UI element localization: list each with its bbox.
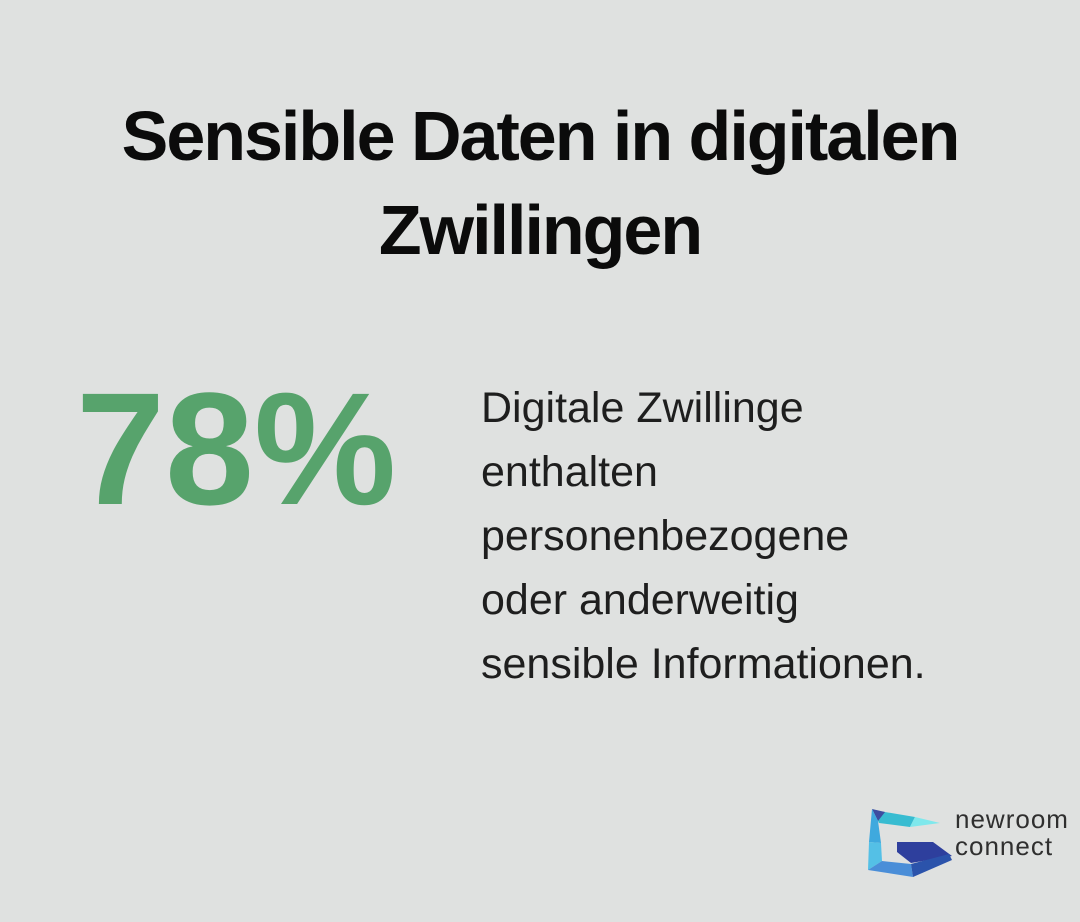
- newroom-connect-logo-icon: [868, 809, 952, 877]
- page-title-line-2: Zwillingen: [378, 191, 703, 269]
- brand-logo: newroom connect: [860, 798, 1068, 898]
- brand-name-line-1: newroom: [955, 804, 1069, 834]
- stat-description-line: Digitale Zwillinge: [481, 384, 804, 432]
- stat-description-line: sensible Informationen.: [481, 640, 926, 688]
- stat-description: Digitale Zwillinge enthalten personenbez…: [481, 376, 1021, 696]
- stat-description-line: personenbezogene: [481, 512, 850, 560]
- page-title-line-1: Sensible Daten in digitalen: [121, 97, 961, 175]
- brand-name-line-2: connect: [955, 831, 1054, 861]
- stat-description-line: oder anderweitig: [481, 576, 799, 624]
- stat-value: 78%: [76, 359, 397, 538]
- brand-name: newroom connect: [955, 806, 1069, 860]
- page-title: Sensible Daten in digitalen Zwillingen: [0, 89, 1080, 277]
- stat-description-line: enthalten: [481, 448, 658, 496]
